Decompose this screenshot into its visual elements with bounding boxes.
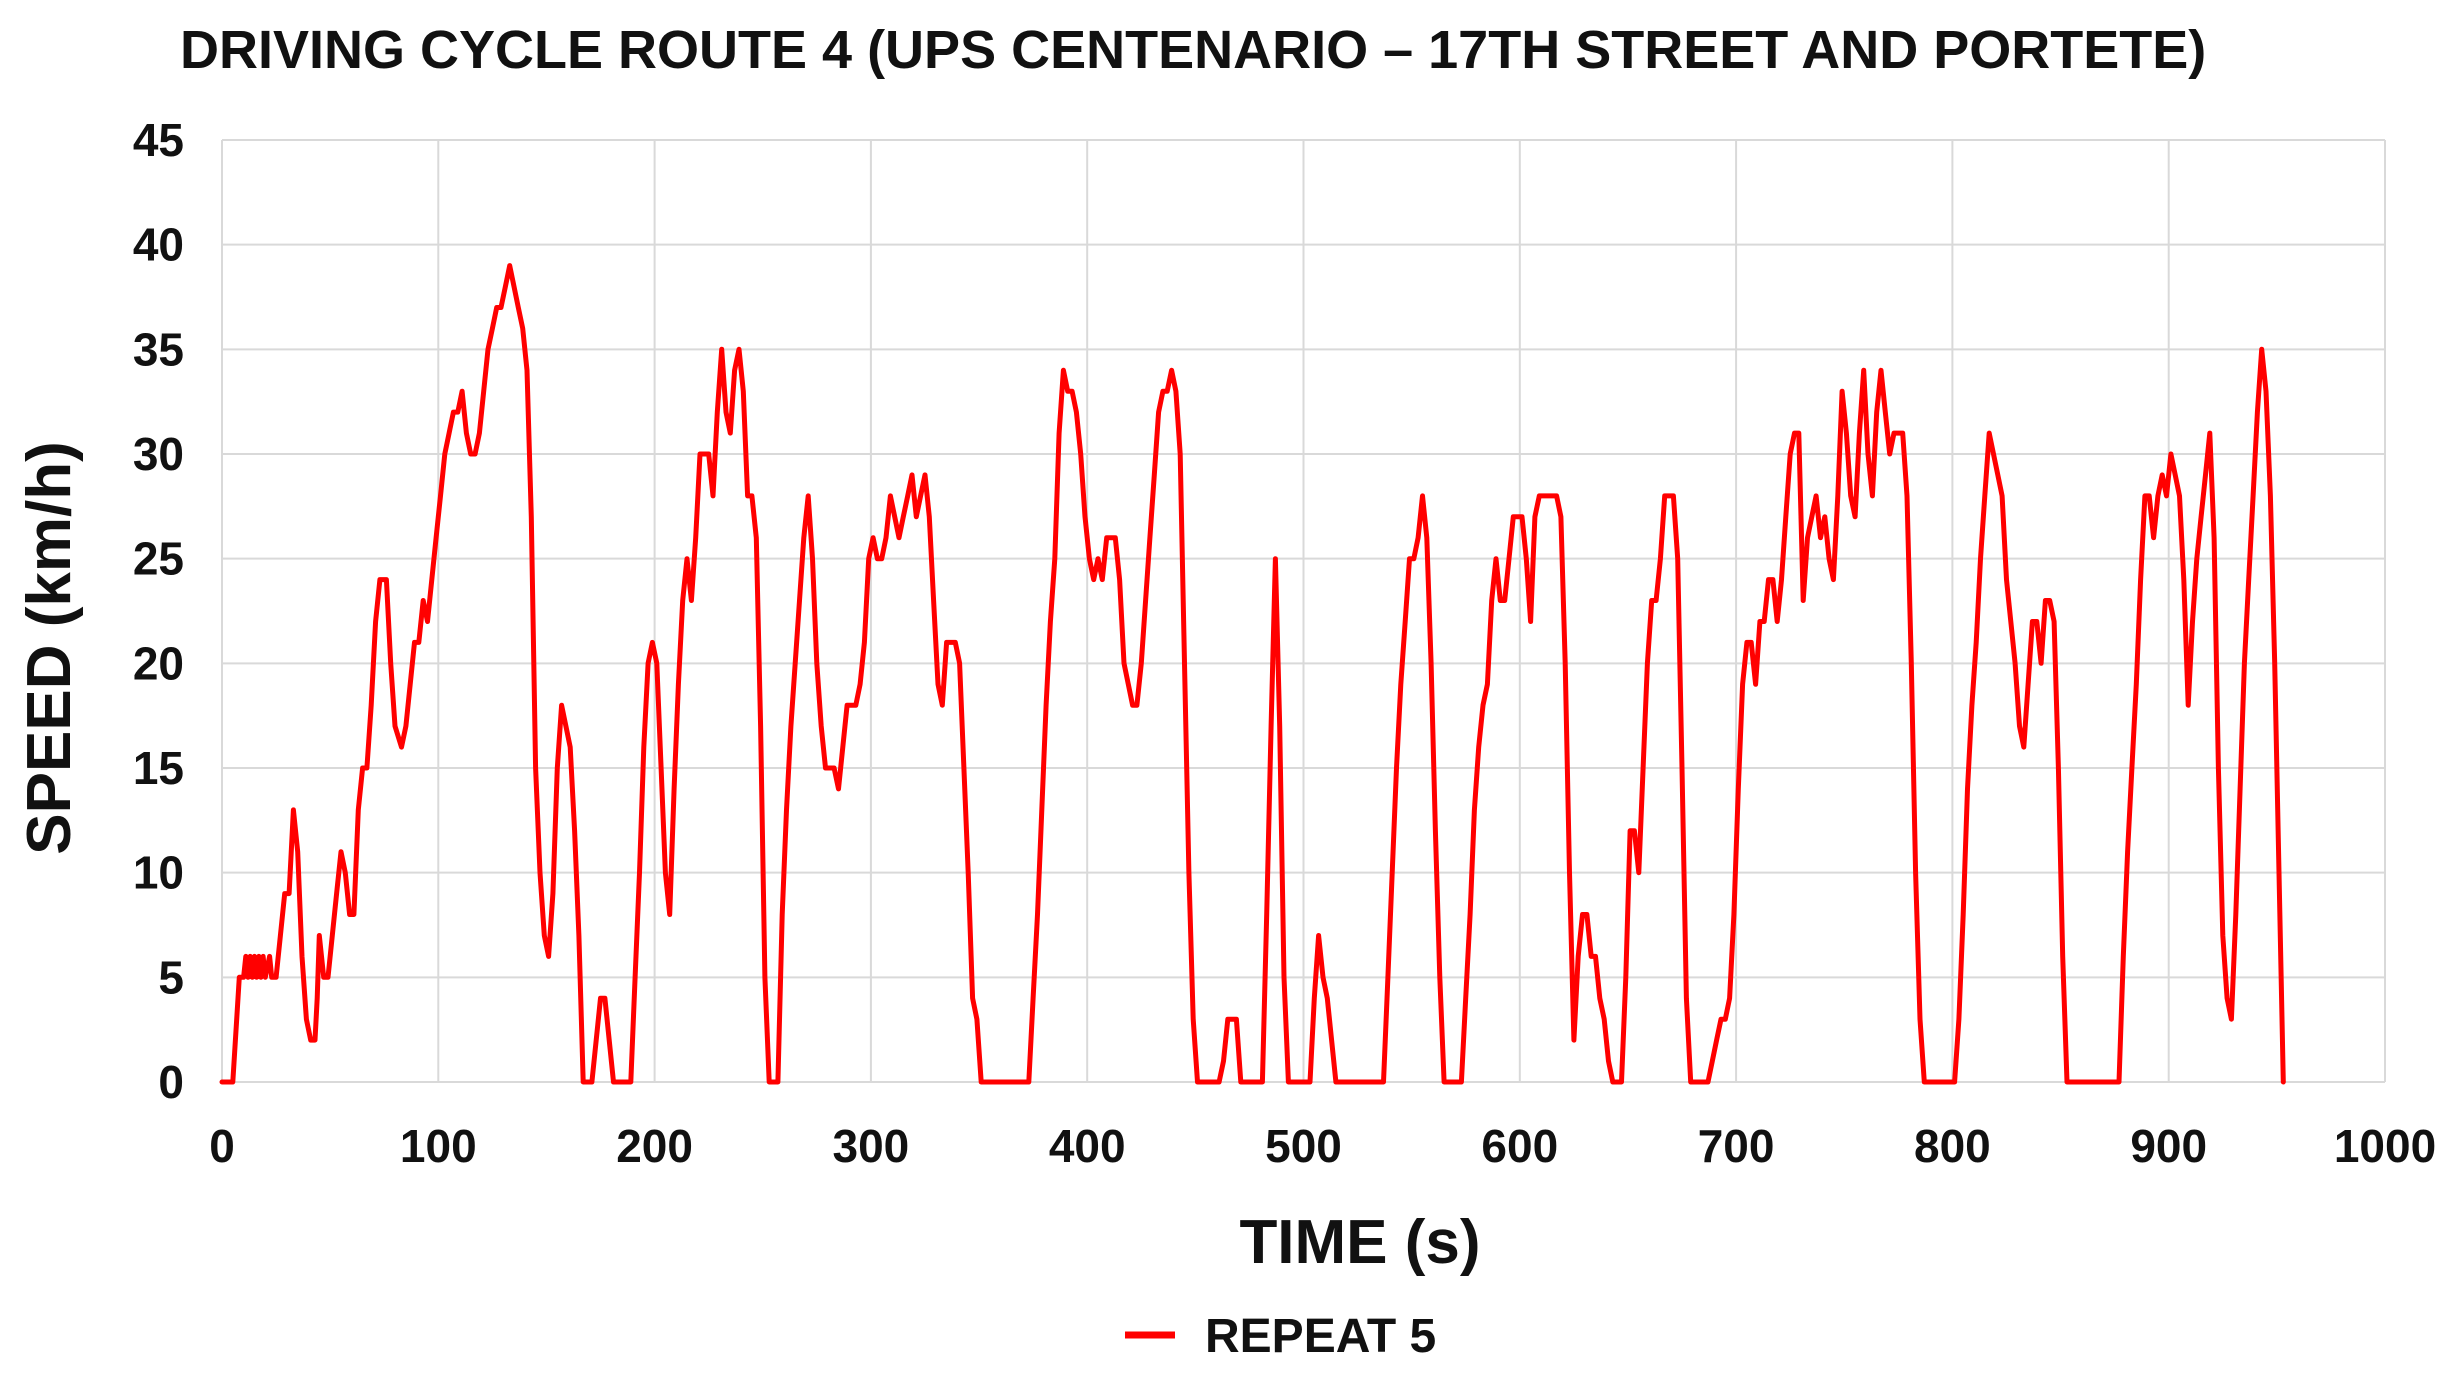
x-tick-label: 700 bbox=[1698, 1120, 1775, 1172]
series-layer bbox=[219, 263, 2286, 1085]
x-tick-label: 900 bbox=[2130, 1120, 2207, 1172]
x-tick-label: 100 bbox=[400, 1120, 477, 1172]
y-tick-label: 40 bbox=[133, 219, 184, 271]
y-tick-label: 5 bbox=[158, 951, 184, 1003]
y-tick-label: 10 bbox=[133, 847, 184, 899]
y-axis-label: SPEED (km/h) bbox=[15, 441, 84, 854]
x-tick-label: 500 bbox=[1265, 1120, 1342, 1172]
y-tick-label: 25 bbox=[133, 533, 184, 585]
y-tick-label: 35 bbox=[133, 323, 184, 375]
x-tick-label: 600 bbox=[1481, 1120, 1558, 1172]
x-tick-label: 200 bbox=[616, 1120, 693, 1172]
legend-label-repeat-5: REPEAT 5 bbox=[1205, 1310, 1436, 1363]
y-tick-label: 0 bbox=[158, 1056, 184, 1108]
chart-title: DRIVING CYCLE ROUTE 4 (UPS CENTENARIO – … bbox=[180, 20, 2206, 80]
x-tick-label: 400 bbox=[1049, 1120, 1126, 1172]
legend: REPEAT 5 bbox=[1125, 1310, 1436, 1363]
x-tick-label: 1000 bbox=[2334, 1120, 2436, 1172]
y-tick-label: 15 bbox=[133, 742, 184, 794]
axes: 0 100 200 300 400 500 600 700 800 900 1000 0 5 10 15 20… bbox=[133, 114, 2436, 1172]
y-tick-label: 45 bbox=[133, 114, 184, 166]
y-tick-label: 20 bbox=[133, 637, 184, 689]
series-line-repeat-5 bbox=[219, 263, 2286, 1085]
x-tick-label: 0 bbox=[209, 1120, 235, 1172]
x-tick-label: 800 bbox=[1914, 1120, 1991, 1172]
x-axis-label: TIME (s) bbox=[1239, 1208, 1480, 1277]
y-tick-label: 30 bbox=[133, 428, 184, 480]
x-tick-label: 300 bbox=[833, 1120, 910, 1172]
